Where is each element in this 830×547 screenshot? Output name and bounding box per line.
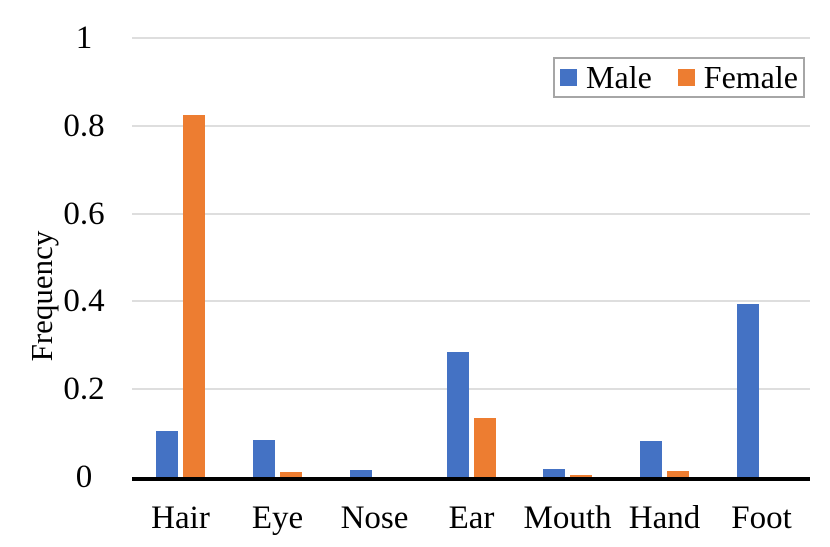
x-tick-label-mouth: Mouth [523,500,612,536]
gridline-y-0.6 [132,213,810,215]
legend: Male Female [553,57,805,98]
bar-male-hair [156,431,178,477]
bar-male-ear [447,352,469,477]
gridline-y-0.4 [132,300,810,302]
legend-swatch-female [677,69,695,86]
bar-female-hand [667,471,689,477]
plot-area [132,37,810,477]
bar-female-ear [474,418,496,477]
legend-label-female: Female [703,59,798,95]
legend-item-male: Male [560,59,652,96]
x-tick-label-hair: Hair [151,500,210,536]
gridline-y-0.8 [132,125,810,127]
bar-male-nose [350,470,372,477]
bar-male-hand [640,441,662,477]
y-tick-label-0.8: 0.8 [63,107,105,144]
x-tick-label-foot: Foot [731,500,792,536]
gridline-y-1 [132,37,810,39]
legend-item-female: Female [677,59,798,96]
y-tick-label-0: 0 [75,459,93,495]
x-axis-line [132,477,810,481]
x-tick-label-eye: Eye [251,500,304,536]
legend-swatch-male [560,69,578,86]
y-tick-label-0.6: 0.6 [63,195,105,232]
bar-female-mouth [570,475,592,477]
gridline-y-0.2 [132,388,810,390]
legend-label-male: Male [586,59,652,95]
x-tick-label-nose: Nose [340,500,409,536]
x-tick-label-ear: Ear [448,500,495,536]
y-tick-label-1: 1 [75,20,93,56]
y-tick-label-0.2: 0.2 [63,371,105,408]
bar-male-foot [737,304,759,477]
bar-female-hair [183,115,205,477]
bar-female-eye [280,472,302,477]
bar-male-eye [253,440,275,477]
x-tick-label-hand: Hand [628,500,701,536]
y-tick-label-0.4: 0.4 [63,283,105,320]
bar-male-mouth [543,469,565,477]
